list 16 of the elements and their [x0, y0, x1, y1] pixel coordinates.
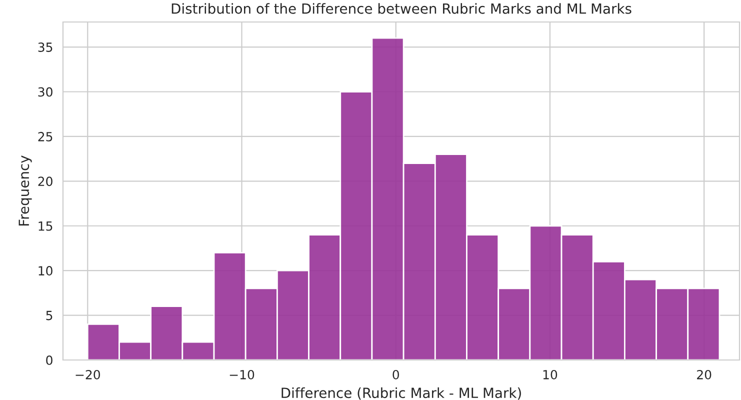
x-tick-label: −20: [76, 370, 100, 380]
y-tick-label: 20: [38, 176, 52, 186]
x-tick-label: −10: [230, 370, 254, 380]
y-tick-label: 35: [38, 42, 52, 52]
y-tick-label: 10: [38, 266, 52, 276]
y-tick-label: 5: [46, 310, 52, 320]
x-tick-label: 10: [543, 370, 558, 380]
x-tick-label: 20: [697, 370, 712, 380]
y-tick-label: 15: [38, 222, 52, 231]
x-tick-label: 0: [392, 370, 400, 380]
x-axis-title: Difference (Rubric Mark - ML Mark): [282, 387, 521, 400]
chart-title: Distribution of the Difference between Rubric Marks and ML Marks: [172, 3, 632, 14]
y-tick-label: 30: [38, 87, 52, 97]
y-tick-label: 0: [46, 355, 52, 365]
y-tick-label: 25: [38, 132, 52, 142]
y-axis-title: Frequency: [18, 156, 32, 226]
